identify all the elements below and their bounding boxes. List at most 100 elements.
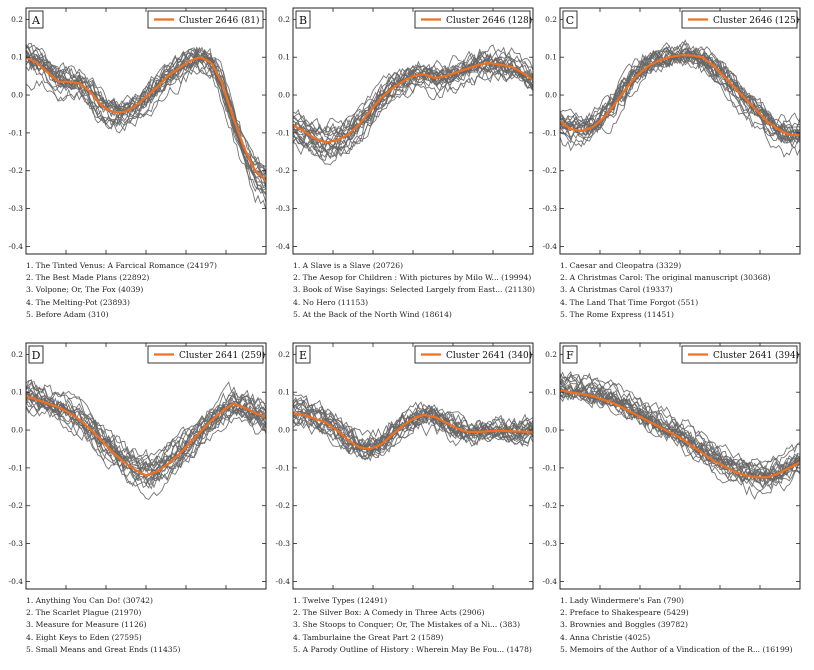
y-tick-label: 0.0 — [11, 426, 23, 435]
member-line — [26, 43, 266, 176]
book-list-item: 2. Preface to Shakespeare (5429) — [560, 608, 689, 618]
y-tick-label: 0.0 — [545, 91, 557, 100]
book-list-item: 5. Small Means and Great Ends (11435) — [26, 644, 181, 654]
centroid-line — [26, 394, 266, 477]
member-line — [560, 379, 800, 483]
plot-frame — [25, 7, 267, 255]
panel-d: 0.2 0.1 0.0 -0.1 -0.2 -0.3 -0.4 D Cluster 2641 (… — [9, 342, 267, 590]
y-tick-label: 0.2 — [11, 15, 23, 24]
y-tick-label: -0.2 — [9, 166, 24, 175]
legend-box — [414, 10, 531, 29]
book-list-item: 3. Volpone; Or, The Fox (4039) — [26, 285, 144, 295]
member-line — [293, 44, 533, 160]
y-tick-label: -0.2 — [276, 501, 291, 510]
panel-f: 0.2 0.1 0.0 -0.1 -0.2 -0.3 -0.4 F Cluster 2641 (… — [543, 342, 801, 590]
y-tick-label: -0.2 — [276, 166, 291, 175]
y-tick-label: 0.0 — [545, 426, 557, 435]
legend-box — [681, 10, 798, 29]
member-line — [26, 382, 266, 481]
plot-area — [293, 393, 533, 462]
y-tick-label: 0.1 — [545, 53, 557, 62]
plot-area — [560, 370, 800, 500]
panel-letter: C — [566, 14, 574, 27]
y-tick-label: -0.2 — [543, 166, 558, 175]
y-tick-label: -0.4 — [276, 242, 291, 251]
book-list-item: 5. Memoirs of the Author of a Vindicatio… — [560, 644, 793, 654]
y-tick-label: -0.1 — [9, 463, 23, 472]
y-tick-label: -0.1 — [276, 463, 290, 472]
book-list-item: 5. Before Adam (310) — [26, 309, 109, 319]
book-list-c: 1. Caesar and Cleopatra (3329) 2. A Chris… — [560, 260, 814, 321]
book-list-item: 3. Book of Wise Sayings: Selected Largel… — [293, 285, 535, 295]
y-tick-label: -0.1 — [543, 128, 557, 137]
legend-label: Cluster 2641 (259) — [179, 350, 265, 361]
y-tick-label: -0.3 — [276, 539, 291, 548]
book-list-item: 2. The Scarlet Plague (21970) — [26, 608, 142, 618]
book-list-a: 1. The Tinted Venus: A Farcical Romance … — [26, 260, 284, 321]
panel-letter-box — [295, 10, 311, 29]
panel-b: 0.2 0.1 0.0 -0.1 -0.2 -0.3 -0.4 B Cluster 2646 (… — [276, 7, 534, 255]
book-list-item: 1. Anything You Can Do! (30742) — [26, 596, 153, 605]
y-tick-label: 0.1 — [11, 53, 23, 62]
y-tick-label: 0.2 — [545, 350, 557, 359]
book-list-item: 5. The Rome Express (11451) — [560, 309, 675, 319]
member-line — [26, 397, 266, 471]
panel-a: 0.2 0.1 0.0 -0.1 -0.2 -0.3 -0.4 A Cluster 2646 (… — [9, 7, 267, 255]
panel-letter: A — [31, 14, 41, 27]
legend-box — [414, 345, 531, 364]
y-tick-label: -0.3 — [543, 204, 558, 213]
plot-area — [26, 43, 266, 211]
y-tick-label: 0.0 — [11, 91, 23, 100]
legend-label: Cluster 2646 (128) — [446, 15, 532, 26]
member-line — [560, 389, 800, 481]
book-list-item: 3. Measure for Measure (1126) — [26, 620, 147, 630]
panel-letter: E — [299, 349, 307, 362]
y-tick-label: 0.0 — [278, 426, 290, 435]
member-line — [26, 401, 266, 474]
member-line — [26, 47, 266, 196]
book-list-item: 2. The Aesop for Children : With picture… — [293, 273, 532, 283]
member-line — [26, 52, 266, 177]
y-tick-label: 0.1 — [278, 53, 290, 62]
book-list-item: 1. Lady Windermere's Fan (790) — [560, 596, 684, 605]
plot-frame — [25, 342, 267, 590]
book-list-item: 4. The Melting-Pot (23893) — [26, 297, 130, 307]
book-list-b: 1. A Slave is a Slave (20726) 2. The Aeso… — [293, 260, 551, 321]
book-list-item: 2. The Silver Box: A Comedy in Three Act… — [293, 608, 485, 618]
y-tick-label: 0.2 — [278, 15, 290, 24]
member-line — [293, 61, 533, 133]
panel-letter-box — [562, 10, 578, 29]
y-tick-label: 0.2 — [11, 350, 23, 359]
member-line — [560, 370, 800, 481]
member-line — [293, 67, 533, 148]
panel-letter-box — [28, 345, 44, 364]
book-list-item: 2. The Best Made Plans (22892) — [26, 273, 150, 283]
legend-label: Cluster 2646 (81) — [179, 15, 260, 26]
book-list-item: 1. A Slave is a Slave (20726) — [293, 261, 404, 270]
member-line — [26, 393, 266, 489]
member-line — [293, 407, 533, 461]
y-tick-label: -0.4 — [543, 242, 558, 251]
member-line — [26, 50, 266, 193]
legend-box — [681, 345, 798, 364]
book-list-item: 1. The Tinted Venus: A Farcical Romance … — [26, 261, 217, 270]
plot-area — [293, 44, 533, 166]
y-tick-label: -0.4 — [9, 577, 24, 586]
member-line — [293, 414, 533, 459]
book-list-item: 4. The Land That Time Forgot (551) — [560, 297, 699, 307]
legend-box — [147, 10, 264, 29]
plot-frame — [292, 342, 534, 590]
book-list-item: 4. Anna Christie (4025) — [560, 632, 651, 642]
member-line — [560, 51, 800, 148]
book-list-item: 2. A Christmas Carol: The original manus… — [560, 273, 771, 283]
member-line — [560, 51, 800, 129]
y-tick-label: -0.3 — [276, 204, 291, 213]
y-tick-label: 0.2 — [545, 15, 557, 24]
y-tick-label: -0.1 — [276, 128, 290, 137]
y-tick-label: -0.1 — [9, 128, 23, 137]
panel-letter-box — [295, 345, 311, 364]
panel-c: 0.2 0.1 0.0 -0.1 -0.2 -0.3 -0.4 C Cluster 2646 (… — [543, 7, 801, 255]
y-tick-label: -0.3 — [543, 539, 558, 548]
book-list-item: 5. At the Back of the North Wind (18614) — [293, 309, 452, 319]
book-list-e: 1. Twelve Types (12491) 2. The Silver Box… — [293, 595, 551, 656]
